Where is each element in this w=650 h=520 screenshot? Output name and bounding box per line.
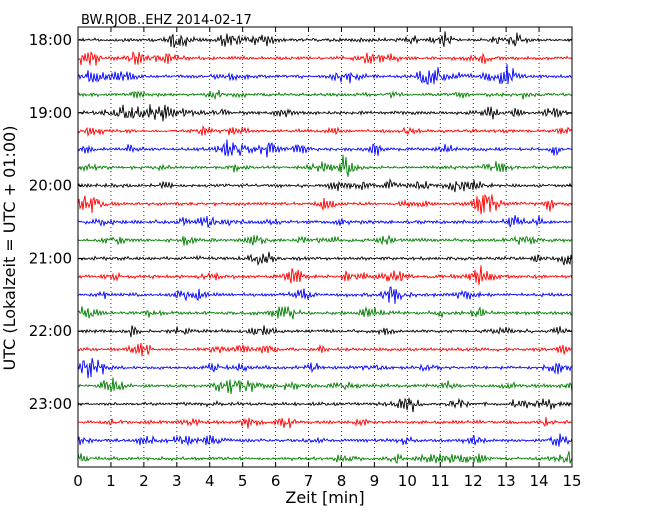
trace-1915 — [77, 125, 573, 137]
grid-lines — [110, 27, 540, 467]
x-tick-label: 13 — [497, 472, 516, 490]
x-tick-label: 3 — [172, 472, 182, 490]
x-tick-label: 12 — [464, 472, 483, 490]
y-tick-label: 23:00 — [29, 395, 72, 413]
trace-2330 — [77, 433, 573, 447]
trace-2000 — [77, 178, 573, 193]
trace-2045 — [77, 234, 573, 246]
trace-2200 — [77, 325, 573, 338]
x-tick-label: 2 — [139, 472, 149, 490]
x-tick-label: 7 — [304, 472, 314, 490]
y-tick-label: 21:00 — [29, 249, 72, 267]
trace-2130 — [77, 286, 573, 304]
trace-2100 — [77, 251, 573, 267]
trace-2245 — [77, 377, 573, 394]
x-axis-ticks: 0 1 2 3 4 5 6 7 8 9 10 11 12 13 14 15 — [73, 27, 582, 490]
x-tick-label: 9 — [370, 472, 380, 490]
x-tick-label: 14 — [530, 472, 549, 490]
x-tick-label: 11 — [431, 472, 450, 490]
x-axis-label: Zeit [min] — [285, 488, 364, 507]
trace-2115 — [77, 265, 573, 286]
x-tick-label: 6 — [271, 472, 281, 490]
trace-2345 — [77, 451, 573, 464]
trace-2215 — [77, 342, 573, 357]
trace-1815 — [77, 51, 573, 66]
trace-2300 — [77, 397, 573, 413]
x-tick-label: 4 — [205, 472, 215, 490]
x-tick-label: 15 — [562, 472, 581, 490]
trace-2145 — [77, 305, 573, 320]
y-tick-label: 22:00 — [29, 322, 72, 340]
y-tick-label: 18:00 — [29, 31, 72, 49]
trace-1930 — [77, 139, 573, 158]
trace-1800 — [77, 31, 573, 48]
y-axis-ticks: 18:00 19:00 20:00 21:00 22:00 23:00 — [29, 31, 572, 413]
x-tick-label: 10 — [398, 472, 417, 490]
trace-1900 — [77, 104, 573, 122]
plot-frame — [77, 26, 573, 468]
x-tick-label: 1 — [106, 472, 116, 490]
y-tick-label: 19:00 — [29, 104, 72, 122]
trace-1945 — [77, 154, 573, 177]
y-axis-label: UTC (Lokalzeit = UTC + 01:00) — [0, 126, 19, 371]
trace-1845 — [77, 89, 573, 101]
trace-2015 — [77, 193, 573, 215]
chart-title: BW.RJOB..EHZ 2014-02-17 — [81, 13, 252, 28]
seismogram-traces — [77, 31, 573, 464]
x-tick-label: 8 — [337, 472, 347, 490]
trace-2230 — [77, 358, 573, 379]
y-tick-label: 20:00 — [29, 177, 72, 195]
x-tick-label: 0 — [73, 472, 83, 490]
trace-1830 — [77, 64, 573, 86]
trace-2030 — [77, 215, 573, 228]
x-tick-label: 5 — [238, 472, 248, 490]
trace-2315 — [77, 417, 573, 429]
